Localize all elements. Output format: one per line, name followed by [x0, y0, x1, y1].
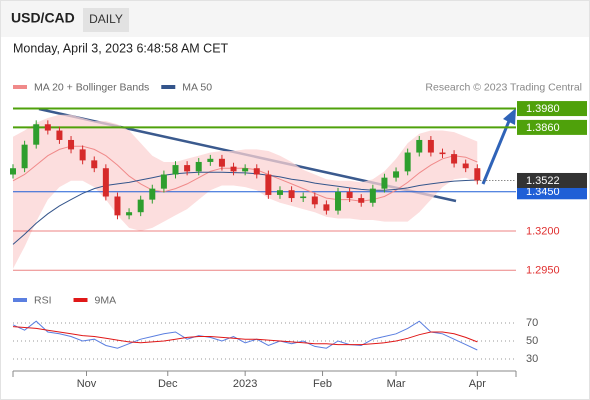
- last-price-label: 1.3522: [526, 175, 560, 187]
- candle-body: [44, 124, 51, 131]
- legend-label: 9MA: [95, 294, 117, 306]
- legend-label: MA 20 + Bollinger Bands: [34, 81, 149, 93]
- candle-body: [79, 149, 86, 161]
- candle-body: [381, 177, 388, 189]
- candle-body: [91, 160, 98, 169]
- level-label: 1.3450: [526, 186, 560, 198]
- candle-body: [56, 130, 63, 140]
- level-label: 1.2950: [526, 265, 560, 277]
- candle-body: [68, 139, 75, 150]
- candle-body: [114, 196, 121, 216]
- candle-body: [172, 165, 179, 175]
- indicator-line: [12, 320, 478, 351]
- candle-body: [230, 166, 237, 172]
- level-box: [517, 119, 587, 135]
- level-box: [517, 101, 587, 117]
- candle-body: [462, 163, 469, 169]
- y-tick-label: 50: [526, 335, 538, 347]
- candle-body: [126, 212, 133, 216]
- candle-body: [335, 191, 342, 211]
- candle-body: [195, 161, 202, 172]
- candle-body: [451, 154, 458, 164]
- x-tick-label: Dec: [158, 378, 178, 390]
- x-tick-label: Nov: [77, 378, 97, 390]
- candle-body: [253, 168, 260, 175]
- last-price-box: [517, 172, 587, 188]
- candle-body: [21, 144, 28, 169]
- candle-body: [404, 152, 411, 172]
- candle-body: [102, 168, 109, 197]
- candle-body: [184, 165, 191, 172]
- candle-body: [10, 168, 16, 175]
- legend-label: MA 50: [182, 81, 212, 93]
- level-label: 1.3980: [526, 103, 560, 115]
- candle-body: [265, 174, 272, 195]
- candle-body: [242, 168, 249, 172]
- x-tick-label: Mar: [387, 378, 406, 390]
- candle-body: [276, 190, 283, 195]
- candle-body: [439, 152, 446, 155]
- y-tick-label: 70: [526, 317, 538, 329]
- candle-body: [474, 168, 481, 181]
- candle-body: [137, 199, 144, 213]
- level-label: 1.3860: [526, 122, 560, 134]
- x-tick-label: Apr: [469, 378, 486, 390]
- candle-body: [323, 204, 330, 211]
- candle-body: [160, 174, 167, 189]
- x-tick-label: 2023: [233, 378, 257, 390]
- symbol: USD/CAD: [11, 10, 75, 26]
- candle-body: [369, 188, 376, 203]
- level-box: [517, 184, 587, 200]
- candle-body: [33, 124, 40, 145]
- bollinger-band: [13, 114, 478, 269]
- attribution: Research © 2023 Trading Central: [425, 81, 582, 93]
- candle-body: [393, 171, 400, 178]
- indicator-line: [12, 326, 478, 346]
- y-tick-label: 30: [526, 353, 538, 365]
- candle-body: [288, 190, 295, 199]
- date: Monday, April 3, 2023 6:48:58 AM CET: [13, 41, 229, 55]
- candle-body: [427, 139, 434, 153]
- candle-body: [218, 158, 225, 167]
- arrow-head: [503, 108, 516, 125]
- period[interactable]: DAILY: [89, 12, 123, 26]
- candle-body: [311, 196, 318, 205]
- candle-body: [346, 191, 353, 199]
- legend-label: RSI: [34, 294, 52, 306]
- candle-body: [358, 198, 365, 203]
- candle-body: [207, 158, 214, 162]
- arrow: [481, 120, 511, 185]
- level-label: 1.3200: [526, 225, 560, 237]
- candle-body: [416, 139, 423, 153]
- x-tick-label: Feb: [313, 378, 332, 390]
- candle-body: [149, 188, 156, 200]
- candle-body: [300, 196, 307, 199]
- period-button[interactable]: [83, 8, 129, 32]
